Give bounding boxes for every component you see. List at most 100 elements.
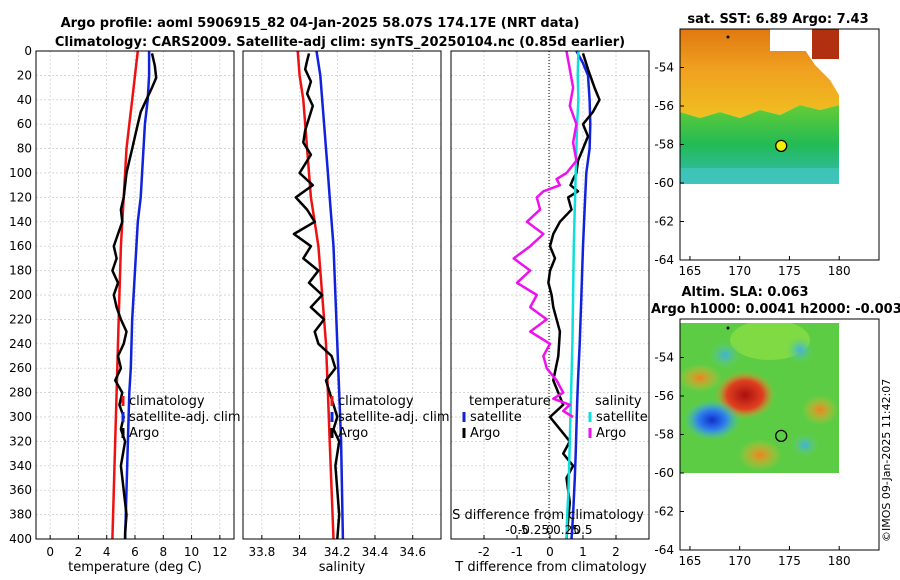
salinity-panel: 33.8 34 34.2 34.4 34.6 salinity climatology …: [242, 50, 450, 575]
map-ytick-label-58: -58: [654, 138, 674, 152]
sst-heatmap: [680, 29, 839, 184]
difference-legend-sal-argo: Argo: [596, 426, 626, 441]
ytick-label-220: 220: [9, 312, 32, 326]
ytick-label-200: 200: [9, 288, 32, 302]
difference-xlabel: T difference from climatology: [454, 560, 647, 575]
sla-heatmap: [680, 323, 839, 473]
sst-warm-patch: [812, 29, 839, 59]
temperature-series: [111, 50, 158, 540]
xtick-label-1: 1: [579, 545, 587, 559]
series-line-satellite-adj-clim: [315, 50, 345, 540]
map-xtick-label-180: 180: [828, 264, 851, 278]
ytick-label-320: 320: [9, 434, 32, 448]
map-ytick-label-58: -58: [654, 428, 674, 442]
salinity-axes-frame: [242, 50, 442, 540]
difference-salinity-tick-labels: -0.5-0.250 0.250.5: [505, 523, 592, 537]
temperature-xlabel: temperature (deg C): [68, 560, 202, 575]
stick-label-0: 0: [546, 523, 554, 537]
sst-map-ytick-labels: -54 -56 -58 -60 -62 -64: [654, 61, 684, 267]
xtick-label-12: 12: [212, 545, 227, 559]
sla-orange-eddy-3: [738, 439, 782, 471]
salinity-xlabel: salinity: [319, 560, 366, 575]
ytick-label-100: 100: [9, 166, 32, 180]
difference-legend-sal-satellite: satellite: [596, 410, 648, 425]
map-ytick-label-64: -64: [654, 543, 674, 557]
series-line-salinity-argo: [512, 50, 578, 419]
sla-cyan-eddy-2: [786, 336, 814, 364]
sla-map-title-line2: Argo h1000: 0.0041 h2000: -0.003: [651, 302, 900, 317]
sla-map-xtick-labels: 165 170 175 180: [678, 546, 851, 568]
map-xtick-label-170: 170: [728, 554, 751, 568]
map-xtick-label-165: 165: [678, 554, 701, 568]
figure-title-line1: Argo profile: aoml 5906915_82 04-Jan-202…: [61, 16, 580, 31]
sla-map-ytick-labels: -54 -56 -58 -60 -62 -64: [654, 351, 684, 557]
ytick-label-300: 300: [9, 410, 32, 424]
salinity-series: [292, 50, 345, 540]
difference-legend-temperature-title: temperature: [469, 394, 551, 409]
xtick-label-2: 2: [612, 545, 620, 559]
map-xtick-label-170: 170: [728, 264, 751, 278]
xtick-label-34-6: 34.6: [399, 545, 426, 559]
series-line-temperature-argo: [547, 53, 601, 540]
temperature-legend-climatology: climatology: [129, 394, 205, 409]
difference-top-axis-label: S difference from climatology: [452, 508, 644, 523]
temperature-ytick-labels: 0 20 40 60 80 100 120 140 160 180 200 220 240 260 280 3…: [9, 44, 32, 546]
difference-panel: -2 -1 0 1 2 -0.5-0.250 0.250.5 S difference f…: [450, 50, 650, 575]
salinity-legend: climatology satellite-adj. clim Argo: [330, 394, 450, 441]
sla-cyan-eddy-3: [791, 433, 819, 457]
stick-label-0-5: 0.5: [573, 523, 592, 537]
xtick-label-6: 6: [131, 545, 139, 559]
ytick-label-400: 400: [9, 532, 32, 546]
stick-label-0-25: 0.25: [553, 523, 580, 537]
ytick-label-240: 240: [9, 337, 32, 351]
sst-island-marker: [726, 35, 730, 39]
map-ytick-label-60: -60: [654, 466, 674, 480]
ytick-label-360: 360: [9, 483, 32, 497]
ytick-label-180: 180: [9, 264, 32, 278]
ytick-label-80: 80: [17, 142, 32, 156]
ytick-label-340: 340: [9, 459, 32, 473]
series-line-salinity-satellite: [565, 50, 580, 540]
sla-blue-eddy: [684, 400, 740, 440]
stick-label-0-5: -0.5: [505, 523, 528, 537]
salinity-legend-argo: Argo: [338, 426, 368, 441]
temperature-grid: [36, 50, 234, 540]
xtick-label-2: -2: [478, 545, 490, 559]
map-xtick-label-175: 175: [778, 554, 801, 568]
sst-warm-region: [680, 29, 839, 118]
sla-map-title-line1: Altim. SLA: 0.063: [682, 285, 809, 300]
map-ytick-label-56: -56: [654, 389, 674, 403]
difference-xtick-labels: -2 -1 0 1 2: [478, 535, 620, 559]
sla-island-marker: [726, 326, 730, 330]
sst-cyan-band: [680, 168, 839, 184]
salinity-grid: [243, 50, 441, 540]
difference-grid: [451, 50, 649, 540]
ytick-label-40: 40: [17, 93, 32, 107]
ytick-label-60: 60: [17, 117, 32, 131]
difference-legend-salinity-title: salinity: [595, 394, 642, 409]
difference-legend-temp-argo: Argo: [470, 426, 500, 441]
difference-legend-temp-satellite: satellite: [470, 410, 522, 425]
xtick-label-2: 2: [75, 545, 83, 559]
temperature-legend-satellite: satellite-adj. clim: [129, 410, 241, 425]
series-line-satellite-adj-clim: [123, 51, 151, 540]
stick-label-0-25: -0.25: [518, 523, 549, 537]
map-ytick-label-56: -56: [654, 99, 674, 113]
difference-series: [512, 50, 601, 540]
xtick-label-10: 10: [184, 545, 199, 559]
series-line-argo: [292, 53, 341, 540]
xtick-label-8: 8: [159, 545, 167, 559]
figure-title-line2: Climatology: CARS2009. Satellite-adj cli…: [55, 35, 625, 50]
xtick-label-0: 0: [46, 545, 54, 559]
copyright-stamp: ©IMOS 09-Jan-2025 11:42:07: [880, 379, 893, 542]
ytick-label-20: 20: [17, 68, 32, 82]
series-line-temperature-satellite: [570, 50, 592, 540]
ytick-label-280: 280: [9, 386, 32, 400]
xtick-label-33-8: 33.8: [248, 545, 275, 559]
map-ytick-label-54: -54: [654, 61, 674, 75]
map-ytick-label-64: -64: [654, 253, 674, 267]
ytick-label-380: 380: [9, 508, 32, 522]
sla-orange-eddy-2: [802, 395, 838, 425]
salinity-xtick-labels: 33.8 34 34.2 34.4 34.6: [248, 535, 426, 559]
xtick-label-1: -1: [511, 545, 523, 559]
